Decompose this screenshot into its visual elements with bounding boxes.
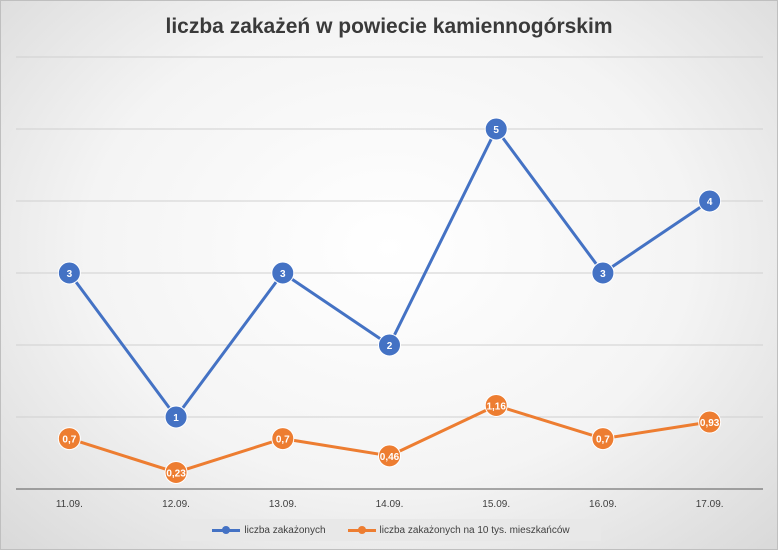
x-tick-label: 11.09. [56,499,83,510]
legend-swatch-series-2 [347,525,376,535]
x-tick-label: 13.09. [269,499,297,510]
data-label: 3 [600,269,606,280]
data-label: 1,16 [486,401,506,412]
data-point [57,427,81,451]
data-point [271,261,295,285]
data-point [591,261,615,285]
data-point [484,117,508,141]
x-tick-label: 14.09. [376,499,404,510]
data-label: 1 [173,413,179,424]
legend-label-series-1: liczba zakażonych [244,524,326,536]
data-label: 0,23 [166,468,186,479]
data-label: 0,7 [62,435,76,446]
x-tick-label: 15.09. [482,499,510,510]
data-point [164,405,188,429]
data-label: 0,93 [700,418,720,429]
legend-item-series-2: liczba zakażonych na 10 tys. mieszkańców [347,524,570,536]
data-label: 3 [280,269,286,280]
data-point [57,261,81,285]
data-point [271,427,295,451]
x-tick-label: 12.09. [162,499,190,510]
chart-title: liczba zakażeń w powiecie kamiennogórski… [165,15,613,38]
data-label: 3 [67,269,73,280]
x-tick-label: 17.09. [696,499,724,510]
data-point [698,410,722,434]
legend-swatch-series-1 [212,525,241,535]
data-label: 0,46 [380,452,400,463]
legend: liczba zakażonych liczba zakażonych na 1… [181,519,601,541]
legend-label-series-2: liczba zakażonych na 10 tys. mieszkańców [379,524,570,536]
data-label: 0,7 [276,435,290,446]
data-point [698,189,722,213]
legend-item-series-1: liczba zakażonych [212,524,326,536]
data-point [484,393,508,417]
data-label: 0,7 [596,435,610,446]
data-label: 4 [707,197,713,208]
x-tick-label: 16.09. [589,499,617,510]
data-label: 2 [387,341,393,352]
data-point [164,460,188,484]
data-point [591,427,615,451]
data-point [378,444,401,468]
data-point [378,333,401,357]
data-label: 5 [493,125,499,136]
